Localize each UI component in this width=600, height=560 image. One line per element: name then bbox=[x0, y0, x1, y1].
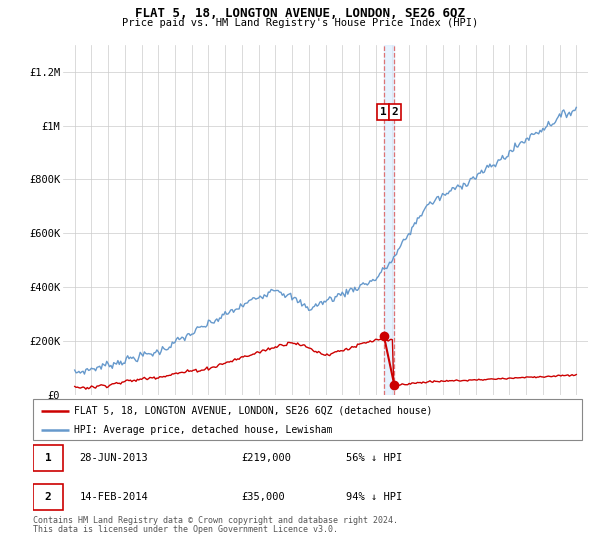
Text: FLAT 5, 18, LONGTON AVENUE, LONDON, SE26 6QZ: FLAT 5, 18, LONGTON AVENUE, LONDON, SE26… bbox=[135, 7, 465, 20]
Text: This data is licensed under the Open Government Licence v3.0.: This data is licensed under the Open Gov… bbox=[33, 525, 338, 534]
Text: 1: 1 bbox=[45, 453, 52, 463]
Text: 2: 2 bbox=[45, 492, 52, 502]
Text: FLAT 5, 18, LONGTON AVENUE, LONDON, SE26 6QZ (detached house): FLAT 5, 18, LONGTON AVENUE, LONDON, SE26… bbox=[74, 405, 433, 416]
Text: 1: 1 bbox=[380, 107, 386, 117]
Text: 56% ↓ HPI: 56% ↓ HPI bbox=[346, 453, 402, 463]
Text: 28-JUN-2013: 28-JUN-2013 bbox=[80, 453, 148, 463]
Text: Contains HM Land Registry data © Crown copyright and database right 2024.: Contains HM Land Registry data © Crown c… bbox=[33, 516, 398, 525]
Text: £35,000: £35,000 bbox=[242, 492, 286, 502]
FancyBboxPatch shape bbox=[33, 399, 582, 440]
Text: 94% ↓ HPI: 94% ↓ HPI bbox=[346, 492, 402, 502]
Text: HPI: Average price, detached house, Lewisham: HPI: Average price, detached house, Lewi… bbox=[74, 424, 332, 435]
Bar bbox=[384, 45, 394, 395]
Text: £219,000: £219,000 bbox=[242, 453, 292, 463]
Text: Price paid vs. HM Land Registry's House Price Index (HPI): Price paid vs. HM Land Registry's House … bbox=[122, 18, 478, 28]
FancyBboxPatch shape bbox=[33, 445, 63, 471]
Text: 14-FEB-2014: 14-FEB-2014 bbox=[80, 492, 148, 502]
Text: 2: 2 bbox=[392, 107, 398, 117]
FancyBboxPatch shape bbox=[33, 484, 63, 510]
